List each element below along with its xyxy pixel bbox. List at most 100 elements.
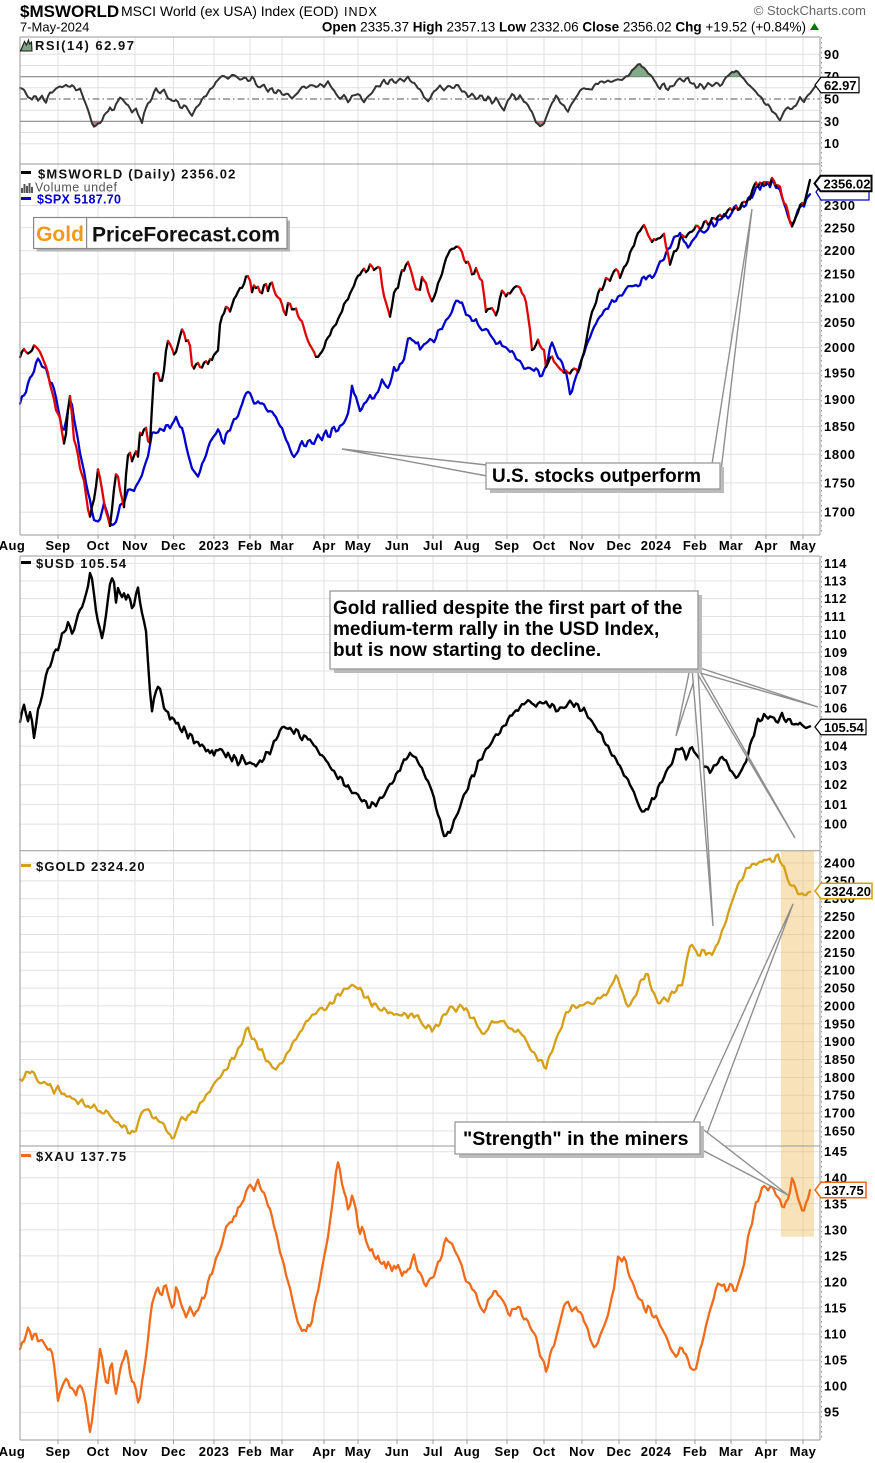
svg-text:Oct: Oct	[87, 1444, 110, 1459]
svg-text:Jun: Jun	[385, 538, 409, 553]
svg-text:110: 110	[824, 627, 847, 642]
svg-text:medium-term rally in the USD I: medium-term rally in the USD Index,	[333, 619, 659, 640]
svg-text:Mar: Mar	[270, 1444, 294, 1459]
svg-text:2100: 2100	[824, 963, 856, 978]
svg-text:Aug: Aug	[454, 538, 480, 553]
svg-text:Dec: Dec	[161, 538, 186, 553]
svg-text:90: 90	[824, 47, 840, 62]
svg-text:Oct: Oct	[87, 538, 110, 553]
svg-text:145: 145	[824, 1144, 848, 1159]
svg-text:130: 130	[824, 1222, 848, 1237]
svg-text:Mar: Mar	[719, 1444, 743, 1459]
svg-text:104: 104	[824, 739, 848, 754]
svg-text:Feb: Feb	[238, 538, 262, 553]
svg-text:INDX: INDX	[344, 5, 378, 19]
svg-text:Nov: Nov	[122, 1444, 148, 1459]
svg-text:$XAU 137.75: $XAU 137.75	[36, 1149, 127, 1164]
svg-text:120: 120	[824, 1274, 848, 1289]
svg-text:2100: 2100	[824, 290, 856, 305]
svg-text:1950: 1950	[824, 1016, 856, 1031]
svg-text:50: 50	[824, 92, 840, 107]
svg-text:105: 105	[824, 1353, 848, 1368]
svg-text:125: 125	[824, 1248, 848, 1263]
svg-text:U.S. stocks outperform: U.S. stocks outperform	[492, 466, 701, 487]
svg-text:1700: 1700	[824, 505, 856, 520]
svg-text:MSCI World (ex USA) Index (EOD: MSCI World (ex USA) Index (EOD)	[121, 3, 339, 19]
svg-text:Aug: Aug	[454, 1444, 480, 1459]
svg-text:Volume undef: Volume undef	[35, 181, 117, 195]
svg-text:1650: 1650	[824, 1123, 856, 1138]
svg-text:2250: 2250	[824, 220, 856, 235]
svg-text:Mar: Mar	[719, 538, 743, 553]
svg-text:1700: 1700	[824, 1106, 856, 1121]
svg-text:Jul: Jul	[423, 538, 443, 553]
svg-text:7-May-2024: 7-May-2024	[20, 20, 89, 35]
svg-text:2000: 2000	[824, 998, 856, 1013]
svg-text:Dec: Dec	[161, 1444, 186, 1459]
svg-text:Sep: Sep	[494, 538, 519, 553]
svg-text:$GOLD 2324.20: $GOLD 2324.20	[36, 859, 146, 874]
svg-text:115: 115	[824, 1301, 847, 1316]
svg-text:Sep: Sep	[45, 538, 70, 553]
svg-text:2356.02: 2356.02	[824, 176, 871, 191]
svg-text:2250: 2250	[824, 909, 856, 924]
svg-text:113: 113	[824, 573, 847, 588]
svg-text:2324.20: 2324.20	[824, 884, 871, 899]
svg-text:Aug: Aug	[0, 1444, 25, 1459]
svg-text:108: 108	[824, 663, 848, 678]
svg-text:100: 100	[824, 1379, 848, 1394]
svg-text:2200: 2200	[824, 927, 856, 942]
svg-text:107: 107	[824, 682, 848, 697]
svg-text:Open 2335.37 High 2357.13 Low: Open 2335.37 High 2357.13 Low 2332.06 Cl…	[322, 20, 806, 35]
svg-text:Gold rallied despite the first: Gold rallied despite the first part of t…	[333, 598, 682, 619]
svg-text:2024: 2024	[641, 538, 672, 553]
svg-text:102: 102	[824, 777, 848, 792]
svg-text:Oct: Oct	[533, 1444, 556, 1459]
svg-text:2023: 2023	[199, 538, 230, 553]
svg-text:RSI(14) 62.97: RSI(14) 62.97	[35, 38, 135, 53]
svg-text:112: 112	[824, 591, 847, 606]
svg-text:Apr: Apr	[754, 538, 778, 553]
svg-text:Apr: Apr	[312, 1444, 336, 1459]
svg-text:135: 135	[824, 1196, 848, 1211]
svg-text:100: 100	[824, 817, 848, 832]
svg-text:Apr: Apr	[312, 538, 336, 553]
svg-text:2023: 2023	[199, 1444, 230, 1459]
svg-text:Dec: Dec	[606, 1444, 631, 1459]
svg-text:62.97: 62.97	[824, 78, 857, 93]
svg-text:Feb: Feb	[238, 1444, 262, 1459]
svg-text:Dec: Dec	[606, 538, 631, 553]
svg-text:101: 101	[824, 797, 848, 812]
svg-text:2150: 2150	[824, 266, 856, 281]
svg-text:Mar: Mar	[270, 538, 294, 553]
svg-text:30: 30	[824, 114, 840, 129]
svg-text:110: 110	[824, 1327, 847, 1342]
svg-text:$SPX 5187.70: $SPX 5187.70	[37, 193, 121, 207]
svg-text:2050: 2050	[824, 981, 856, 996]
svg-text:May: May	[790, 1444, 817, 1459]
svg-text:Feb: Feb	[683, 538, 707, 553]
svg-text:105.54: 105.54	[824, 720, 865, 735]
svg-text:PriceForecast.com: PriceForecast.com	[92, 224, 280, 247]
svg-text:Nov: Nov	[122, 538, 148, 553]
svg-text:1750: 1750	[824, 1088, 856, 1103]
svg-text:2400: 2400	[824, 856, 856, 871]
svg-text:2300: 2300	[824, 198, 856, 213]
svg-text:137.75: 137.75	[824, 1183, 864, 1198]
svg-text:2150: 2150	[824, 945, 856, 960]
svg-text:Apr: Apr	[754, 1444, 778, 1459]
svg-text:1900: 1900	[824, 1034, 856, 1049]
svg-text:$MSWORLD: $MSWORLD	[20, 2, 119, 21]
svg-text:1800: 1800	[824, 1070, 856, 1085]
svg-text:Sep: Sep	[494, 1444, 519, 1459]
svg-text:1750: 1750	[824, 475, 856, 490]
svg-text:Nov: Nov	[569, 538, 595, 553]
svg-text:109: 109	[824, 645, 848, 660]
svg-text:103: 103	[824, 758, 848, 773]
svg-text:114: 114	[824, 556, 847, 571]
svg-text:Gold: Gold	[36, 223, 84, 246]
svg-text:1950: 1950	[824, 366, 856, 381]
svg-text:95: 95	[824, 1405, 840, 1420]
svg-text:"Strength" in the miners: "Strength" in the miners	[463, 1128, 689, 1150]
svg-text:$USD 105.54: $USD 105.54	[36, 556, 127, 571]
